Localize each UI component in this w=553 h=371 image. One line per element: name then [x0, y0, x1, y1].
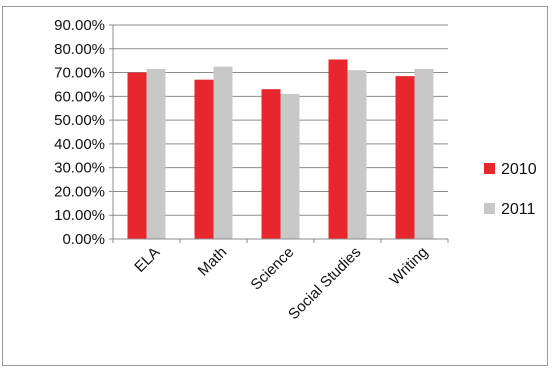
legend-label-2011: 2011: [501, 201, 536, 218]
x-category-label: Science: [248, 244, 298, 294]
y-tick-label: 60.00%: [54, 88, 105, 105]
bar-2010-math: [194, 79, 214, 239]
bar-2011-science: [280, 93, 300, 239]
axes: [109, 24, 449, 243]
y-tick-label: 40.00%: [54, 136, 105, 153]
legend: 2010 2011: [484, 161, 537, 218]
x-category-label: Writing: [386, 244, 431, 289]
legend-swatch-2011: [484, 203, 495, 214]
y-tick-label: 30.00%: [54, 160, 105, 177]
bars: [127, 59, 434, 239]
y-tick-label: 20.00%: [54, 183, 105, 200]
legend-label-2010: 2010: [501, 161, 537, 178]
x-category-label: Math: [195, 244, 231, 280]
bar-2011-social-studies: [347, 70, 367, 239]
axis-labels: 0.00% 10.00% 20.00% 30.00% 40.00% 50.00% 60.00…: [54, 17, 431, 323]
y-tick-label: 0.00%: [62, 231, 105, 248]
bar-2010-writing: [395, 76, 415, 239]
x-category-label: ELA: [131, 244, 163, 276]
y-tick-label: 70.00%: [54, 65, 105, 82]
bar-2010-ela: [127, 72, 147, 239]
y-tick-label: 90.00%: [54, 17, 105, 34]
y-tick-label: 80.00%: [54, 41, 105, 58]
bar-2011-writing: [414, 68, 434, 239]
y-tick-label: 50.00%: [54, 112, 105, 129]
bar-2010-social-studies: [328, 59, 348, 239]
bar-2011-math: [213, 66, 233, 239]
legend-swatch-2010: [484, 163, 495, 174]
bar-2011-ela: [146, 68, 166, 239]
y-tick-label: 10.00%: [54, 207, 105, 224]
bar-2010-science: [261, 89, 281, 239]
